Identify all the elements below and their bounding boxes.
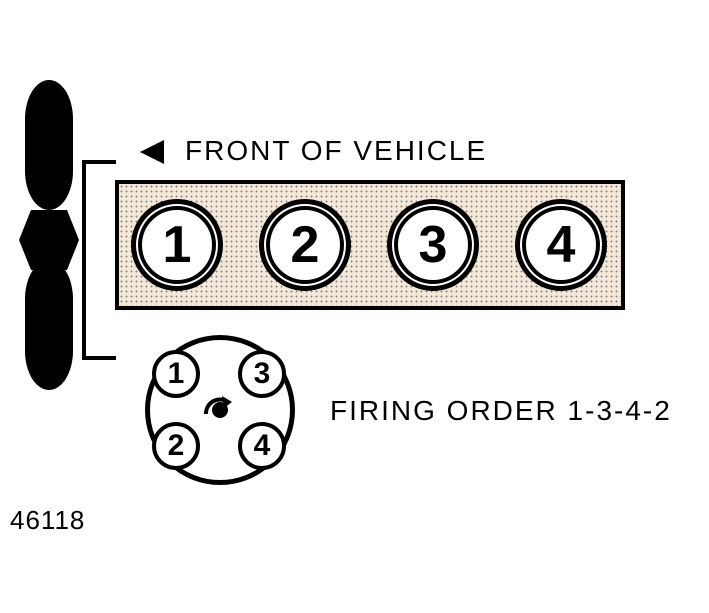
- distributor-terminal-2: 2: [152, 422, 200, 470]
- arrow-left-icon: [140, 140, 180, 170]
- engine-block: 1 2 3 4: [115, 180, 625, 310]
- cylinder-number: 3: [419, 215, 448, 275]
- mount-bracket: [82, 160, 102, 360]
- cylinder-4: 4: [515, 199, 607, 291]
- front-of-vehicle-label: FRONT OF VEHICLE: [185, 135, 487, 167]
- terminal-number: 4: [254, 429, 271, 463]
- cylinder-2: 2: [259, 199, 351, 291]
- cylinder-number: 2: [291, 215, 320, 275]
- distributor-terminal-4: 4: [238, 422, 286, 470]
- cylinder-number: 4: [547, 215, 576, 275]
- reference-number: 46118: [10, 505, 85, 536]
- firing-order-diagram: FRONT OF VEHICLE 1 2 3 4 1 3 2 4: [0, 0, 709, 613]
- cylinder-3: 3: [387, 199, 479, 291]
- terminal-number: 2: [168, 429, 185, 463]
- terminal-number: 1: [168, 357, 185, 391]
- distributor-terminal-1: 1: [152, 350, 200, 398]
- distributor-terminal-3: 3: [238, 350, 286, 398]
- distributor-cap: 1 3 2 4: [145, 335, 295, 485]
- firing-order-label: FIRING ORDER 1-3-4-2: [330, 395, 672, 427]
- cylinder-number: 1: [163, 215, 192, 275]
- rotation-arrow-icon: [198, 390, 238, 430]
- cylinder-1: 1: [131, 199, 223, 291]
- terminal-number: 3: [254, 357, 271, 391]
